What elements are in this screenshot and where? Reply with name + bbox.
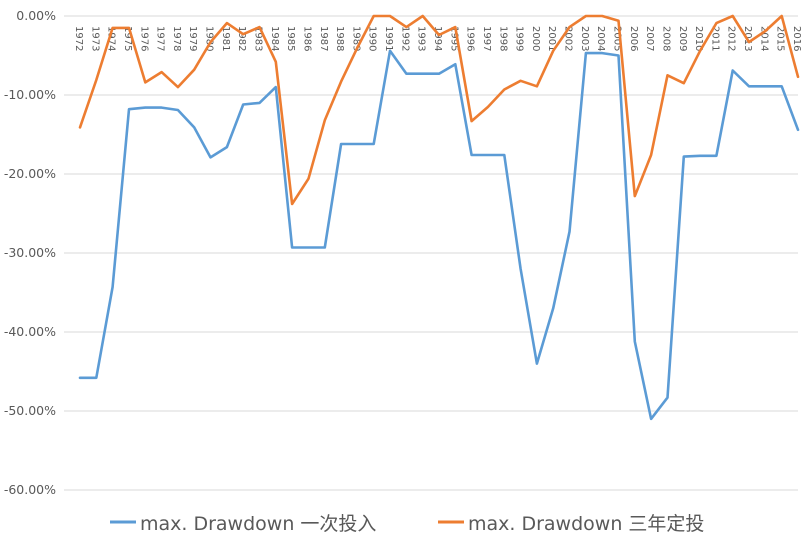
x-tick-label: 1982 (236, 26, 247, 51)
x-tick-label: 1999 (514, 26, 525, 51)
series-lines (78, 14, 800, 421)
x-tick-label: 1987 (318, 26, 329, 51)
x-tick-label: 1981 (220, 26, 231, 51)
x-tick-label: 2004 (595, 26, 606, 51)
y-tick-label: -40.00% (4, 324, 56, 339)
x-tick-label: 2012 (726, 26, 737, 51)
x-tick-label: 1988 (334, 26, 345, 51)
x-tick-label: 2010 (693, 26, 704, 51)
x-tick-label: 1989 (350, 26, 361, 51)
x-tick-label: 2003 (579, 26, 590, 51)
legend-label-three-year-dca: max. Drawdown 三年定投 (468, 513, 704, 535)
x-tick-label: 1979 (187, 26, 198, 51)
x-tick-label: 1997 (481, 26, 492, 51)
x-tick-label: 1986 (301, 26, 312, 51)
x-tick-label: 1992 (399, 26, 410, 51)
gridlines (64, 15, 798, 491)
x-tick-label: 1983 (253, 26, 264, 51)
x-tick-label: 1985 (285, 26, 296, 51)
y-tick-label: -10.00% (4, 87, 56, 102)
legend-label-lump-sum: max. Drawdown 一次投入 (140, 513, 376, 535)
x-tick-label: 2016 (791, 26, 802, 51)
x-tick-label: 1972 (73, 26, 84, 51)
x-tick-label: 1973 (89, 26, 100, 51)
x-tick-label: 2015 (775, 26, 786, 51)
x-tick-label: 2009 (677, 26, 688, 51)
x-tick-label: 2005 (612, 26, 623, 51)
x-tick-label: 2011 (709, 26, 720, 51)
x-tick-label: 1976 (138, 26, 149, 51)
series-line-lump-sum (78, 49, 800, 421)
x-tick-label: 1991 (383, 26, 394, 51)
x-tick-label: 1980 (204, 26, 215, 51)
y-axis-tick-labels: 0.00% -10.00% -20.00% -30.00% -40.00% -50.00%… (4, 8, 56, 497)
x-tick-label: 1974 (106, 26, 117, 51)
y-tick-label: -60.00% (4, 482, 56, 497)
series-line-three-year-dca (78, 14, 800, 206)
y-tick-label: -50.00% (4, 403, 56, 418)
x-tick-label: 1975 (122, 26, 133, 51)
legend: max. Drawdown 一次投入 max. Drawdown 三年定投 (110, 513, 704, 535)
x-tick-label: 2002 (563, 26, 574, 51)
x-tick-label: 2001 (546, 26, 557, 51)
x-tick-label: 2007 (644, 26, 655, 51)
y-tick-label: -30.00% (4, 245, 56, 260)
x-tick-label: 1996 (465, 26, 476, 51)
x-tick-label: 1998 (497, 26, 508, 51)
x-tick-label: 1978 (171, 26, 182, 51)
x-tick-label: 1984 (269, 26, 280, 51)
y-tick-label: 0.00% (16, 8, 56, 23)
x-tick-label: 2014 (758, 26, 769, 51)
x-axis-tick-labels: 1972 1973 1974 1975 1976 1977 1978 1979 1980 1981… (73, 26, 802, 51)
x-tick-label: 2006 (628, 26, 639, 51)
x-tick-label: 2008 (660, 26, 671, 51)
x-tick-label: 1994 (432, 26, 443, 51)
x-tick-label: 1993 (416, 26, 427, 51)
x-tick-label: 1995 (448, 26, 459, 51)
x-tick-label: 1977 (155, 26, 166, 51)
x-tick-label: 2000 (530, 26, 541, 51)
y-tick-label: -20.00% (4, 166, 56, 181)
x-tick-label: 1990 (367, 26, 378, 51)
